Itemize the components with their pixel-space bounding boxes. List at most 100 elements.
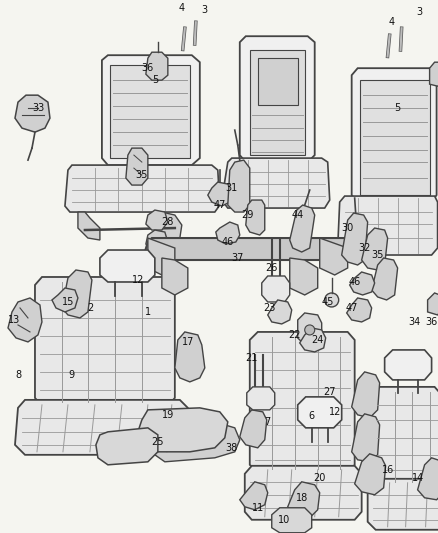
Text: 34: 34: [409, 317, 421, 327]
Polygon shape: [96, 428, 158, 465]
Text: 35: 35: [136, 170, 148, 180]
Text: 44: 44: [292, 210, 304, 220]
Text: 14: 14: [411, 473, 424, 483]
Polygon shape: [250, 50, 305, 155]
Text: 7: 7: [265, 417, 271, 427]
Polygon shape: [247, 387, 275, 410]
Polygon shape: [342, 213, 367, 265]
Polygon shape: [102, 55, 200, 165]
Text: 32: 32: [358, 243, 371, 253]
Text: 22: 22: [289, 330, 301, 340]
Text: 4: 4: [179, 3, 185, 13]
Text: 46: 46: [349, 277, 361, 287]
Text: 19: 19: [162, 410, 174, 420]
Polygon shape: [52, 288, 78, 312]
Text: 28: 28: [162, 217, 174, 227]
Polygon shape: [146, 210, 168, 230]
Polygon shape: [290, 258, 318, 295]
Polygon shape: [228, 160, 250, 212]
Polygon shape: [15, 400, 190, 455]
Polygon shape: [288, 482, 320, 518]
Polygon shape: [372, 258, 398, 300]
Polygon shape: [350, 272, 374, 295]
Polygon shape: [138, 408, 228, 452]
Text: 27: 27: [323, 387, 336, 397]
Polygon shape: [148, 238, 175, 275]
Polygon shape: [372, 387, 438, 485]
Text: 36: 36: [142, 63, 154, 73]
Polygon shape: [268, 300, 292, 324]
Text: 46: 46: [222, 237, 234, 247]
Circle shape: [325, 293, 339, 307]
Polygon shape: [290, 205, 315, 252]
Polygon shape: [152, 422, 240, 462]
Polygon shape: [320, 238, 348, 275]
Polygon shape: [352, 414, 380, 462]
Text: 12: 12: [132, 275, 144, 285]
Text: 6: 6: [309, 411, 315, 421]
Text: 30: 30: [342, 223, 354, 233]
Polygon shape: [175, 332, 205, 382]
Polygon shape: [430, 62, 438, 86]
Polygon shape: [298, 313, 321, 345]
Text: 21: 21: [246, 353, 258, 363]
Polygon shape: [240, 482, 268, 510]
Polygon shape: [208, 182, 232, 206]
Text: 24: 24: [311, 335, 324, 345]
Text: 16: 16: [381, 465, 394, 475]
Polygon shape: [146, 230, 168, 250]
Polygon shape: [216, 222, 240, 244]
Text: 1: 1: [145, 307, 151, 317]
Text: 8: 8: [15, 370, 21, 380]
Polygon shape: [8, 298, 42, 342]
Polygon shape: [272, 508, 312, 533]
Polygon shape: [65, 165, 220, 212]
Polygon shape: [385, 350, 431, 380]
Polygon shape: [78, 212, 100, 240]
Polygon shape: [355, 454, 385, 495]
Polygon shape: [62, 270, 92, 318]
Text: 47: 47: [346, 303, 358, 313]
Polygon shape: [362, 228, 388, 270]
Text: 10: 10: [278, 515, 290, 525]
Text: 23: 23: [264, 303, 276, 313]
Text: 3: 3: [417, 7, 423, 17]
Text: 12: 12: [328, 407, 341, 417]
Text: 25: 25: [152, 437, 164, 447]
Text: 20: 20: [314, 473, 326, 483]
Text: 17: 17: [182, 337, 194, 347]
Polygon shape: [144, 238, 352, 260]
Polygon shape: [146, 52, 168, 80]
Polygon shape: [427, 293, 438, 315]
Text: 3: 3: [202, 5, 208, 15]
Text: 26: 26: [265, 263, 278, 273]
Polygon shape: [100, 250, 155, 282]
Polygon shape: [300, 328, 326, 352]
Polygon shape: [250, 332, 355, 472]
Text: 13: 13: [8, 315, 20, 325]
Text: 9: 9: [69, 370, 75, 380]
Text: 35: 35: [371, 250, 384, 260]
Text: 47: 47: [214, 200, 226, 210]
Text: 45: 45: [321, 297, 334, 307]
Polygon shape: [346, 298, 372, 322]
Polygon shape: [338, 196, 438, 255]
Text: 2: 2: [87, 303, 93, 313]
Polygon shape: [126, 148, 148, 185]
Text: 18: 18: [296, 493, 308, 503]
Polygon shape: [352, 372, 380, 418]
Polygon shape: [110, 65, 190, 158]
Polygon shape: [262, 276, 290, 302]
Circle shape: [305, 325, 315, 335]
Text: 5: 5: [395, 103, 401, 113]
Polygon shape: [240, 410, 267, 448]
Polygon shape: [15, 95, 50, 132]
Polygon shape: [35, 277, 175, 406]
Text: 4: 4: [389, 17, 395, 27]
Text: 38: 38: [226, 443, 238, 453]
Polygon shape: [246, 200, 265, 235]
Text: 5: 5: [152, 75, 158, 85]
Text: 37: 37: [232, 253, 244, 263]
Text: 31: 31: [226, 183, 238, 193]
Polygon shape: [367, 479, 438, 530]
